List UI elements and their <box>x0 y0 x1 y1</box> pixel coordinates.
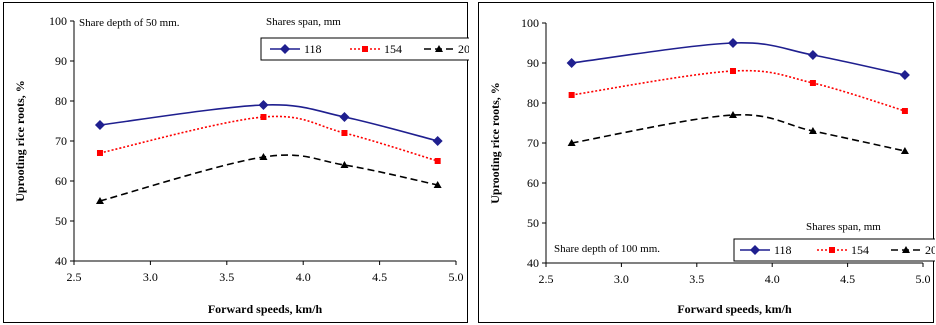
series-154 <box>96 114 441 164</box>
y-axis-title: Uprooting rice roots, % <box>13 80 27 202</box>
y-tick-label: 60 <box>55 174 67 188</box>
data-point-200 <box>567 139 576 146</box>
legend-swatch-marker-118 <box>280 44 290 54</box>
legend-swatch-marker-154 <box>362 46 368 52</box>
data-point-200 <box>433 181 442 188</box>
chart-right: 40 50 60 70 80 90 100 2.5 3.0 3.5 4.0 4.5 5.0 Forward… <box>478 2 935 323</box>
y-tick-label: 90 <box>527 56 539 70</box>
x-axis-title: Forward speeds, km/h <box>677 302 792 316</box>
x-tick-label: 4.5 <box>372 270 387 284</box>
x-tick-label: 2.5 <box>539 272 554 286</box>
data-point-118 <box>807 50 818 60</box>
legend-label-154: 154 <box>851 243 869 257</box>
data-point-118 <box>727 38 738 48</box>
y-tick-label: 70 <box>527 136 539 150</box>
legend-label-118: 118 <box>304 42 322 56</box>
x-tick-label: 3.0 <box>614 272 629 286</box>
data-point-154 <box>434 158 441 164</box>
series-118 <box>566 38 910 80</box>
y-tick-label: 90 <box>55 54 67 68</box>
series-line-118 <box>99 104 438 142</box>
data-point-118 <box>899 70 910 80</box>
y-tick-label: 100 <box>49 14 67 28</box>
series-118 <box>94 100 443 146</box>
data-point-200 <box>728 111 737 118</box>
y-tick-label: 80 <box>527 96 539 110</box>
x-tick-label: 2.5 <box>67 270 82 284</box>
data-point-118 <box>566 58 577 68</box>
data-point-200 <box>95 197 104 204</box>
data-point-154 <box>901 108 908 114</box>
x-tick-label: 4.0 <box>765 272 780 286</box>
x-tick-label: 5.0 <box>916 272 931 286</box>
data-point-118 <box>258 100 269 110</box>
series-line-200 <box>99 154 438 202</box>
x-tick-label: 4.5 <box>840 272 855 286</box>
data-point-200 <box>808 127 817 134</box>
data-point-154 <box>260 114 267 120</box>
series-154 <box>568 68 908 114</box>
legend-title: Shares span, mm <box>806 221 881 233</box>
data-point-200 <box>259 153 268 160</box>
data-point-118 <box>94 120 105 130</box>
y-tick-label: 60 <box>527 176 539 190</box>
series-line-200 <box>571 114 906 152</box>
x-tick-label: 3.5 <box>689 272 704 286</box>
chart-svg-right: 40 50 60 70 80 90 100 2.5 3.0 3.5 4.0 4.5 5.0 Forward… <box>488 16 935 316</box>
y-tick-label: 50 <box>55 214 67 228</box>
legend-label-154: 154 <box>384 42 402 56</box>
chart-annotation: Share depth of 100 mm. <box>554 243 660 255</box>
x-tick-label: 3.0 <box>143 270 158 284</box>
y-tick-label: 50 <box>527 216 539 230</box>
legend-swatch-marker-200 <box>902 246 910 253</box>
chart-left: 40 50 60 70 80 90 100 2.5 3.0 3.5 4.0 4.5 5.0 Forward… <box>3 2 469 323</box>
data-point-154 <box>341 130 348 136</box>
data-point-154 <box>729 68 736 74</box>
series-line-118 <box>571 42 906 76</box>
legend-label-118: 118 <box>774 243 792 257</box>
data-point-154 <box>809 80 816 86</box>
chart-svg-left: 40 50 60 70 80 90 100 2.5 3.0 3.5 4.0 4.5 5.0 Forward… <box>13 14 469 316</box>
series-line-154 <box>571 69 906 112</box>
series-200 <box>567 111 909 154</box>
legend-swatch-marker-200 <box>435 45 443 52</box>
series-200 <box>95 153 442 204</box>
data-point-200 <box>340 161 349 168</box>
legend-label-200: 200 <box>458 42 469 56</box>
data-point-118 <box>339 112 350 122</box>
legend-label-200: 200 <box>925 243 935 257</box>
y-tick-label: 100 <box>521 16 539 30</box>
y-tick-label: 80 <box>55 94 67 108</box>
data-point-154 <box>96 150 103 156</box>
legend-swatch-marker-118 <box>750 245 760 255</box>
legend-swatch-marker-154 <box>829 247 835 253</box>
y-tick-label: 40 <box>527 256 539 270</box>
data-point-200 <box>900 147 909 154</box>
chart-annotation: Share depth of 50 mm. <box>79 17 180 29</box>
y-tick-label: 70 <box>55 134 67 148</box>
x-tick-label: 5.0 <box>449 270 464 284</box>
x-tick-label: 4.0 <box>296 270 311 284</box>
legend-title: Shares span, mm <box>266 16 341 28</box>
y-tick-label: 40 <box>55 254 67 268</box>
data-point-154 <box>568 92 575 98</box>
series-line-154 <box>99 115 438 162</box>
y-axis-title: Uprooting rice roots, % <box>488 82 502 204</box>
x-axis-title: Forward speeds, km/h <box>208 302 323 316</box>
data-point-118 <box>432 136 443 146</box>
x-tick-label: 3.5 <box>219 270 234 284</box>
